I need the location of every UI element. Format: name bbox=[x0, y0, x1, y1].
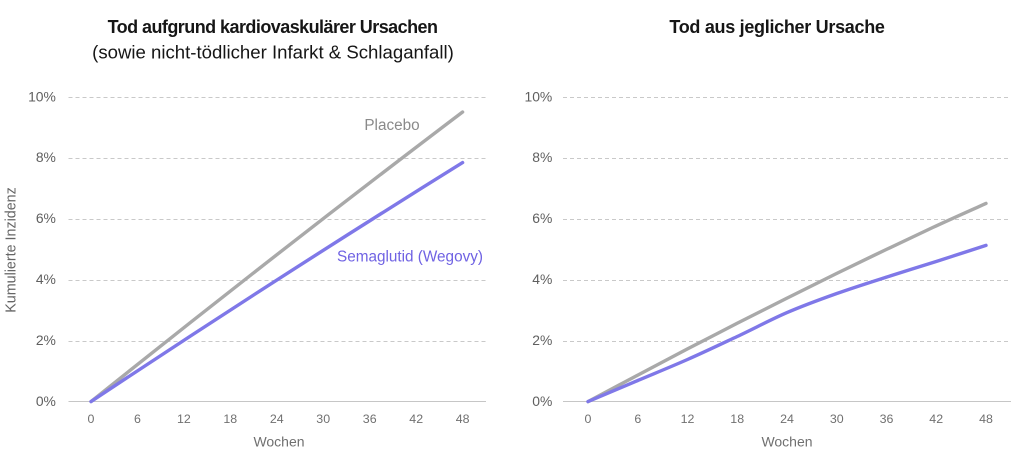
svg-text:12: 12 bbox=[681, 412, 695, 426]
svg-text:Tod aus jeglicher Ursache: Tod aus jeglicher Ursache bbox=[669, 17, 885, 37]
svg-text:48: 48 bbox=[456, 412, 470, 426]
svg-text:48: 48 bbox=[979, 412, 993, 426]
svg-text:0: 0 bbox=[88, 412, 95, 426]
svg-text:24: 24 bbox=[270, 412, 284, 426]
svg-text:Placebo: Placebo bbox=[364, 117, 419, 134]
svg-text:Wochen: Wochen bbox=[761, 433, 812, 449]
svg-text:42: 42 bbox=[929, 412, 943, 426]
svg-text:0: 0 bbox=[585, 412, 592, 426]
svg-text:36: 36 bbox=[363, 412, 377, 426]
svg-text:4%: 4% bbox=[36, 271, 56, 287]
svg-text:18: 18 bbox=[730, 412, 744, 426]
svg-text:Wochen: Wochen bbox=[253, 433, 304, 449]
svg-text:24: 24 bbox=[780, 412, 794, 426]
svg-text:42: 42 bbox=[409, 412, 423, 426]
svg-text:4%: 4% bbox=[532, 271, 552, 287]
svg-text:36: 36 bbox=[880, 412, 894, 426]
svg-text:18: 18 bbox=[223, 412, 237, 426]
svg-text:2%: 2% bbox=[532, 332, 552, 348]
svg-text:30: 30 bbox=[830, 412, 844, 426]
svg-text:12: 12 bbox=[177, 412, 191, 426]
svg-text:2%: 2% bbox=[36, 332, 56, 348]
svg-text:0%: 0% bbox=[532, 393, 552, 409]
svg-text:6%: 6% bbox=[36, 210, 56, 226]
svg-text:Tod aufgrund kardiovaskulärer: Tod aufgrund kardiovaskulärer Ursachen bbox=[108, 17, 438, 37]
svg-text:Semaglutid (Wegovy): Semaglutid (Wegovy) bbox=[337, 249, 483, 266]
svg-text:Kumulierte Inzidenz: Kumulierte Inzidenz bbox=[4, 187, 20, 313]
svg-text:6%: 6% bbox=[532, 210, 552, 226]
svg-text:30: 30 bbox=[316, 412, 330, 426]
svg-text:(sowie nicht-tödlicher Infarkt: (sowie nicht-tödlicher Infarkt & Schlaga… bbox=[92, 42, 454, 63]
svg-text:6: 6 bbox=[134, 412, 141, 426]
svg-text:10%: 10% bbox=[524, 88, 552, 104]
svg-text:8%: 8% bbox=[532, 149, 552, 165]
svg-text:10%: 10% bbox=[28, 88, 56, 104]
svg-text:6: 6 bbox=[634, 412, 641, 426]
svg-text:0%: 0% bbox=[36, 393, 56, 409]
svg-text:8%: 8% bbox=[36, 149, 56, 165]
